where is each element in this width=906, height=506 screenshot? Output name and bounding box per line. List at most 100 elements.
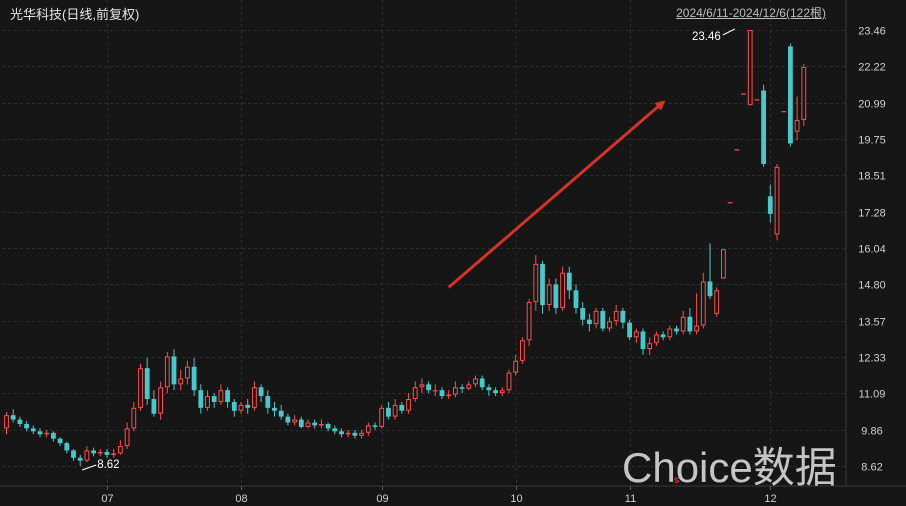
- candle: [580, 302, 586, 326]
- candle-body: [164, 356, 170, 388]
- candle: [30, 425, 36, 435]
- candle: [131, 401, 137, 432]
- candle: [721, 249, 726, 279]
- candle-body: [459, 387, 465, 389]
- candle: [265, 390, 271, 414]
- candle-body: [225, 390, 230, 402]
- candle-body: [252, 387, 257, 408]
- candle-body: [560, 272, 566, 308]
- candle: [734, 149, 740, 151]
- candle-body: [272, 407, 277, 411]
- y-tick-label: 9.86: [861, 426, 882, 438]
- candle-body: [473, 378, 478, 385]
- candle-body: [312, 422, 318, 426]
- y-tick-label: 17.28: [858, 208, 886, 220]
- candle-body: [292, 419, 298, 423]
- candle-body: [198, 390, 204, 408]
- candle-body: [600, 310, 606, 329]
- candle-body: [84, 450, 90, 461]
- candle: [64, 441, 70, 454]
- candle: [486, 384, 492, 397]
- candle-body: [339, 431, 344, 435]
- candle: [667, 325, 673, 341]
- candle-body: [118, 446, 123, 454]
- candle-body: [714, 290, 720, 314]
- chart-title: 光华科技(日线,前复权): [10, 7, 140, 22]
- date-range-link[interactable]: 2024/6/11-2024/12/6(122根): [676, 6, 826, 20]
- candle-body: [633, 331, 639, 338]
- x-tick-label: 12: [764, 493, 776, 505]
- candle-body: [774, 166, 780, 235]
- candle: [560, 266, 566, 311]
- candle: [191, 357, 197, 397]
- candle: [607, 316, 612, 332]
- candle: [493, 387, 498, 397]
- candle-body: [513, 360, 519, 373]
- candle: [520, 337, 525, 364]
- candle-body: [332, 428, 338, 432]
- y-tick-label: 18.51: [858, 171, 886, 183]
- candle: [365, 422, 371, 436]
- candle: [71, 448, 76, 461]
- candle: [620, 307, 626, 329]
- candle: [379, 404, 385, 429]
- candle: [459, 384, 465, 394]
- candle-body: [432, 390, 438, 392]
- candle-body: [781, 111, 787, 113]
- candle: [774, 163, 780, 241]
- candle-body: [667, 328, 673, 338]
- candle-body: [767, 196, 773, 214]
- candle-body: [158, 387, 163, 414]
- candle: [386, 401, 391, 420]
- candle: [158, 381, 163, 420]
- candle: [185, 360, 190, 385]
- trend-arrow: [447, 100, 666, 289]
- candle: [687, 307, 693, 335]
- y-tick-label: 16.04: [858, 244, 886, 256]
- candle: [587, 313, 592, 332]
- candle: [761, 84, 766, 167]
- candle: [439, 387, 445, 400]
- candle: [359, 429, 365, 439]
- candle: [252, 381, 257, 411]
- candle: [144, 357, 150, 405]
- candle-body: [91, 450, 96, 454]
- y-tick-label: 20.99: [858, 99, 886, 111]
- candle-body: [453, 387, 458, 395]
- candle-body: [205, 396, 210, 408]
- candle: [205, 390, 210, 411]
- candle-body: [51, 432, 56, 439]
- candle: [647, 337, 653, 355]
- candle-body: [278, 410, 284, 417]
- y-tick-label: 19.75: [858, 135, 886, 147]
- x-tick-label: 08: [235, 493, 247, 505]
- candle: [399, 401, 405, 414]
- y-tick-label: 12.33: [858, 353, 886, 365]
- candle-body: [399, 404, 405, 411]
- candle: [640, 328, 646, 355]
- signal-marker: s: [674, 475, 680, 486]
- candle-body: [191, 366, 197, 391]
- candle: [633, 328, 639, 344]
- candle-body: [493, 390, 498, 394]
- candle-body: [607, 321, 612, 329]
- candle: [17, 416, 23, 427]
- candle: [412, 381, 418, 402]
- min-pointer: [82, 464, 97, 471]
- x-tick-label: 09: [376, 493, 388, 505]
- candle: [231, 399, 237, 417]
- candle: [627, 319, 632, 341]
- candle-body: [71, 450, 76, 458]
- candle-body: [365, 425, 371, 433]
- candle: [573, 284, 579, 314]
- candle-body: [593, 310, 599, 325]
- candle-body: [700, 281, 706, 326]
- candle: [97, 448, 103, 457]
- y-tick-label: 13.57: [858, 317, 886, 329]
- x-tick-label: 07: [101, 493, 113, 505]
- candle: [292, 415, 298, 426]
- candle-body: [77, 457, 83, 461]
- candle-body: [144, 368, 150, 400]
- candle-body: [372, 425, 378, 427]
- candle: [473, 375, 478, 388]
